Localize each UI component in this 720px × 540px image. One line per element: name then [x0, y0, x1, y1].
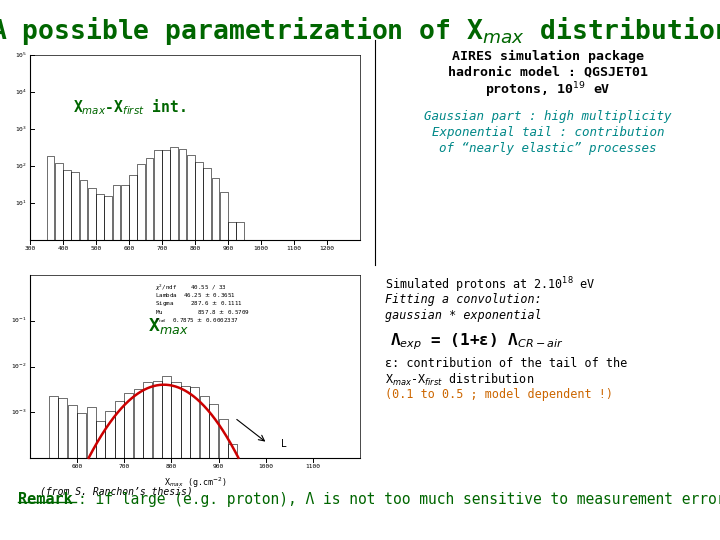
Bar: [199, 396, 209, 458]
Bar: [143, 382, 152, 458]
Text: 10$^{3}$: 10$^{3}$: [15, 124, 27, 133]
Text: (from S. Ranchon’s thesis): (from S. Ranchon’s thesis): [40, 486, 193, 496]
Bar: [129, 176, 137, 240]
Text: (0.1 to 0.5 ; model dependent !): (0.1 to 0.5 ; model dependent !): [385, 388, 613, 401]
Text: 1000: 1000: [253, 246, 269, 251]
Text: ε: contribution of the tail of the: ε: contribution of the tail of the: [385, 357, 627, 370]
Text: $\chi^2$/ndf    40.55 / 33: $\chi^2$/ndf 40.55 / 33: [156, 282, 228, 293]
Bar: [220, 192, 228, 240]
Text: 10$^{4}$: 10$^{4}$: [15, 87, 27, 97]
Bar: [179, 149, 186, 240]
Text: 900: 900: [222, 246, 233, 251]
Bar: [68, 405, 77, 458]
Bar: [162, 376, 171, 458]
Text: 10$^{5}$: 10$^{5}$: [15, 50, 27, 59]
Text: 800: 800: [166, 464, 177, 469]
Text: Simulated protons at 2.10$^{18}$ eV: Simulated protons at 2.10$^{18}$ eV: [385, 275, 595, 295]
Text: 1100: 1100: [305, 464, 320, 469]
Bar: [47, 156, 55, 240]
Text: gaussian * exponential: gaussian * exponential: [385, 309, 541, 322]
Bar: [212, 178, 220, 240]
Text: AIRES simulation package: AIRES simulation package: [452, 50, 644, 63]
Text: X$_{max}$ (g.cm$^{-2}$): X$_{max}$ (g.cm$^{-2}$): [163, 476, 226, 490]
Bar: [203, 168, 211, 240]
Text: 300: 300: [24, 246, 35, 251]
Text: 10$^{-3}$: 10$^{-3}$: [12, 408, 27, 417]
Bar: [63, 170, 71, 240]
Bar: [228, 444, 237, 458]
Text: Sigma     287.6 $\pm$ 0.1111: Sigma 287.6 $\pm$ 0.1111: [156, 299, 243, 308]
Text: Mu          857.8 $\pm$ 0.5709: Mu 857.8 $\pm$ 0.5709: [156, 308, 251, 316]
Bar: [115, 401, 124, 458]
Text: 800: 800: [189, 246, 201, 251]
Text: of “nearly elastic” processes: of “nearly elastic” processes: [439, 142, 657, 155]
Bar: [154, 151, 162, 240]
Text: Gaussian part : high multiplicity: Gaussian part : high multiplicity: [424, 110, 672, 123]
Text: Lambda  46.25 $\pm$ 0.3651: Lambda 46.25 $\pm$ 0.3651: [156, 291, 236, 299]
Text: X$_{max}$: X$_{max}$: [148, 316, 189, 336]
Bar: [79, 180, 87, 240]
Bar: [86, 407, 96, 458]
Text: protons, 10$^{19}$ eV: protons, 10$^{19}$ eV: [485, 80, 611, 99]
Bar: [77, 413, 86, 458]
Bar: [88, 188, 96, 240]
Text: Fitting a convolution:: Fitting a convolution:: [385, 293, 541, 306]
Text: : if large (e.g. proton), Λ is not too much sensitive to measurement error…: : if large (e.g. proton), Λ is not too m…: [78, 492, 720, 507]
Bar: [55, 163, 63, 240]
Text: X$_{max}$-X$_{first}$ int.: X$_{max}$-X$_{first}$ int.: [73, 97, 185, 117]
Text: A possible parametrization of X$_{max}$ distribution: A possible parametrization of X$_{max}$ …: [0, 15, 720, 47]
Bar: [134, 389, 143, 458]
Text: Exponential tail : contribution: Exponential tail : contribution: [432, 126, 665, 139]
Text: 700: 700: [156, 246, 168, 251]
Text: Λ$_{exp}$ = (1+ε) Λ$_{CR-air}$: Λ$_{exp}$ = (1+ε) Λ$_{CR-air}$: [390, 331, 564, 352]
Bar: [58, 397, 68, 458]
Bar: [104, 197, 112, 240]
Text: F$_{tail}$  0.7875 $\pm$ 0.0002337: F$_{tail}$ 0.7875 $\pm$ 0.0002337: [156, 316, 239, 325]
Bar: [138, 164, 145, 240]
Text: 10$^{2}$: 10$^{2}$: [15, 161, 27, 171]
Text: 10$^{1}$: 10$^{1}$: [15, 198, 27, 208]
Bar: [209, 404, 218, 458]
Bar: [96, 194, 104, 240]
Bar: [153, 381, 162, 458]
Bar: [71, 172, 79, 240]
Text: 600: 600: [71, 464, 83, 469]
Bar: [236, 222, 244, 240]
Bar: [170, 147, 179, 240]
Text: 600: 600: [123, 246, 135, 251]
Text: X$_{max}$-X$_{first}$ distribution: X$_{max}$-X$_{first}$ distribution: [385, 372, 534, 388]
Text: hadronic model : QGSJET01: hadronic model : QGSJET01: [448, 65, 648, 78]
Text: 500: 500: [91, 246, 102, 251]
Bar: [125, 393, 133, 458]
Bar: [228, 222, 236, 240]
Text: L: L: [281, 439, 287, 449]
Text: 1100: 1100: [287, 246, 302, 251]
Bar: [219, 420, 228, 458]
Text: 700: 700: [119, 464, 130, 469]
Bar: [145, 158, 153, 240]
Bar: [121, 185, 129, 240]
Bar: [181, 386, 190, 458]
Bar: [162, 150, 170, 240]
Bar: [190, 387, 199, 458]
Text: 10$^{-2}$: 10$^{-2}$: [12, 362, 27, 371]
Bar: [49, 396, 58, 458]
Bar: [171, 382, 181, 458]
Bar: [195, 161, 203, 240]
Bar: [112, 185, 120, 240]
Text: 1200: 1200: [320, 246, 335, 251]
Text: 10$^{-1}$: 10$^{-1}$: [12, 316, 27, 326]
Bar: [105, 411, 114, 458]
Text: 1000: 1000: [258, 464, 273, 469]
Text: 400: 400: [58, 246, 68, 251]
Bar: [96, 421, 105, 458]
Bar: [186, 155, 194, 240]
Text: Remark: Remark: [18, 492, 73, 507]
Text: 900: 900: [213, 464, 224, 469]
